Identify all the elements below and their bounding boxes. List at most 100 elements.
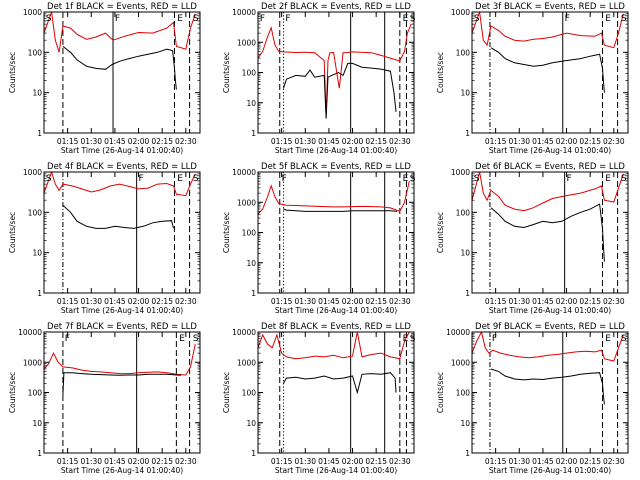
y-tick-label: 10 [32,419,42,428]
panel-2: Det 2f BLACK = Events, RED = LLD 1 10 100 10… [222,2,416,155]
x-tick-label: 02:00 [556,297,578,306]
panel-3: Det 3f BLACK = Events, RED = LLD 1 10 100 10… [436,2,629,155]
y-tick-label: 10 [32,89,42,98]
x-tick-label: 01:45 [318,457,340,466]
plot-frame [257,171,415,294]
event-marker: E [605,174,611,184]
event-marker: E [179,334,185,344]
event-marker: S [46,174,52,184]
y-tick-label: 10 [460,89,470,98]
x-tick-label: 02:30 [389,457,411,466]
event-rate-line [490,203,605,262]
y-tick-label: 1 [465,129,470,138]
y-tick-label: 10000 [232,168,256,177]
y-tick-label: 10 [460,419,470,428]
panel-7: Det 7f BLACK = Events, RED = LLD 1 10 100 10… [8,322,201,475]
x-tick-label: 01:30 [508,457,530,466]
lld-rate-line [472,172,624,212]
y-tick-label: 1 [37,289,42,298]
lld-rate-line [44,172,196,197]
x-axis-label: Start Time (26-Aug-14 01:00:40) [61,146,183,155]
plot-frame [471,11,629,134]
x-tick-label: 01:30 [80,297,102,306]
y-tick-label: 1 [465,449,470,458]
plot-frame [471,171,629,294]
x-tick-label: 01:45 [318,137,340,146]
event-marker: E [403,14,409,24]
event-marker: F [565,14,570,24]
event-marker: F [282,174,287,184]
x-tick-label: 02:15 [365,297,387,306]
plot-frame [43,11,201,134]
x-tick-label: 01:45 [104,297,126,306]
y-tick-label: 1 [251,449,256,458]
x-axis-label: Start Time (26-Aug-14 01:00:40) [275,466,397,475]
y-tick-label: 1000 [23,168,42,177]
event-marker: E [605,334,611,344]
y-tick-label: 100 [242,389,257,398]
event-marker: S [474,14,480,24]
panel-6: Det 6f BLACK = Events, RED = LLD 1 10 100 10… [436,162,629,315]
event-rate-line [283,208,398,212]
y-tick-label: 1000 [451,168,470,177]
y-axis-label: Counts/sec [222,372,231,413]
event-marker: F [492,334,497,344]
x-axis-label: Start Time (26-Aug-14 01:00:40) [489,306,611,315]
x-axis-label: Start Time (26-Aug-14 01:00:40) [275,146,397,155]
lld-rate-line [258,332,410,360]
y-tick-label: 1000 [451,8,470,17]
y-tick-label: 1000 [23,8,42,17]
y-tick-label: 1 [251,129,256,138]
y-tick-label: 10 [460,249,470,258]
x-tick-label: 01:45 [318,297,340,306]
x-tick-label: 01:30 [508,137,530,146]
event-marker: S [621,334,627,344]
event-marker: E [403,174,409,184]
y-tick-label: 1000 [23,358,42,367]
y-tick-label: 100 [456,208,471,217]
y-tick-label: 10 [246,99,256,108]
panel-title: Det 1f BLACK = Events, RED = LLD [47,2,197,12]
x-tick-label: 01:30 [294,137,316,146]
x-tick-label: 02:00 [556,137,578,146]
y-tick-label: 1000 [451,358,470,367]
event-marker: E [605,14,611,24]
lld-rate-line [472,12,624,49]
y-tick-label: 100 [242,229,257,238]
x-tick-label: 01:30 [508,297,530,306]
event-rate-line [62,372,182,396]
x-tick-label: 01:15 [57,297,79,306]
y-tick-label: 10000 [232,8,256,17]
event-marker: E [177,174,183,184]
y-tick-label: 1 [37,449,42,458]
x-tick-label: 02:30 [175,297,197,306]
x-tick-label: 01:15 [485,457,507,466]
x-tick-label: 02:30 [389,137,411,146]
y-tick-label: 1 [37,129,42,138]
x-tick-label: 01:30 [80,457,102,466]
x-tick-label: 01:45 [532,457,554,466]
x-tick-label: 02:15 [151,457,173,466]
y-tick-label: 10000 [446,328,470,337]
event-marker: E [177,14,183,24]
x-tick-label: 02:00 [128,137,150,146]
y-tick-label: 10 [32,249,42,258]
x-tick-label: 01:30 [80,137,102,146]
event-marker: E [403,334,409,344]
event-marker: S [410,334,416,344]
x-tick-label: 02:00 [342,297,364,306]
event-marker: F [567,174,572,184]
lld-rate-line [44,343,196,376]
y-axis-label: Counts/sec [436,52,445,93]
x-axis-label: Start Time (26-Aug-14 01:00:40) [61,306,183,315]
x-axis-label: Start Time (26-Aug-14 01:00:40) [489,466,611,475]
y-tick-label: 100 [456,48,471,57]
y-tick-label: 10000 [232,328,256,337]
x-tick-label: 01:30 [294,457,316,466]
x-axis-label: Start Time (26-Aug-14 01:00:40) [61,466,183,475]
event-marker: S [410,174,416,184]
event-marker: S [621,174,627,184]
x-tick-label: 02:30 [175,457,197,466]
x-tick-label: 01:15 [271,457,293,466]
